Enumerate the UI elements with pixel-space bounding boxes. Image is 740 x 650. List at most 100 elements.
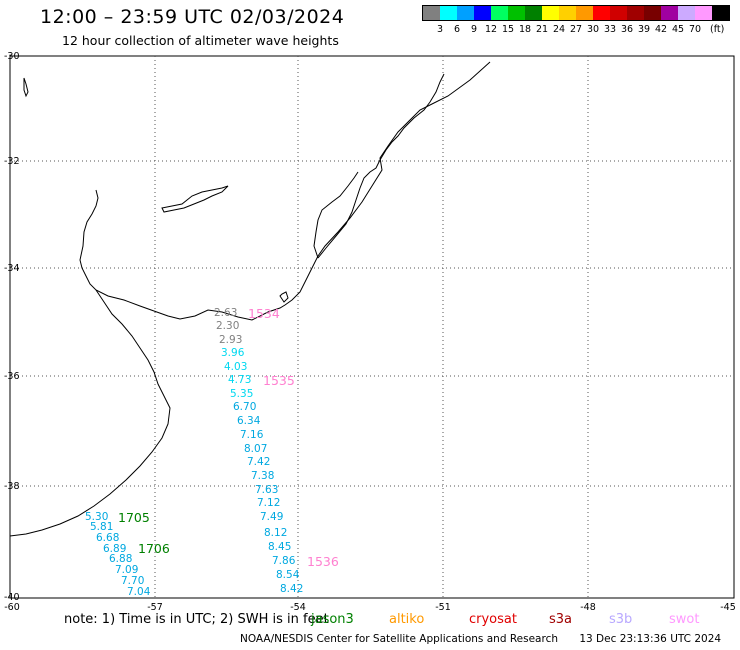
wave-height-label: 3.96 bbox=[221, 347, 245, 359]
wave-height-label: 7.86 bbox=[272, 555, 296, 567]
legend-swatch bbox=[695, 6, 712, 20]
legend-tick-label: 70 bbox=[688, 24, 702, 35]
wave-height-label: 6.34 bbox=[237, 415, 261, 427]
footer-timestamp: 13 Dec 23:13:36 UTC 2024 bbox=[579, 633, 722, 645]
legend-tick-label: 39 bbox=[637, 24, 651, 35]
legend-tick-label: 6 bbox=[453, 24, 461, 35]
lon-label-57: -57 bbox=[147, 602, 163, 613]
lat-label-30: -30 bbox=[4, 51, 20, 62]
wave-height-label: 4.03 bbox=[224, 361, 248, 373]
satellite-label-swot: swot bbox=[669, 612, 700, 627]
wave-height-label: 7.12 bbox=[257, 497, 281, 509]
wave-height-label: 2.63 bbox=[214, 307, 238, 319]
legend-swatch bbox=[508, 6, 525, 20]
wave-height-label: 7.42 bbox=[247, 456, 271, 468]
coast-parana-river bbox=[161, 185, 229, 213]
legend-tick-label: 9 bbox=[470, 24, 478, 35]
wave-height-label: 7.38 bbox=[251, 470, 275, 482]
legend-swatch bbox=[559, 6, 576, 20]
coastline bbox=[9, 61, 491, 537]
lon-label-54: -54 bbox=[290, 602, 306, 613]
legend-swatch bbox=[610, 6, 627, 20]
pass-time-label: 1706 bbox=[138, 541, 170, 556]
legend-tick-label: 33 bbox=[603, 24, 617, 35]
units-note: note: 1) Time is in UTC; 2) SWH is in fe… bbox=[64, 612, 329, 627]
coast-brazil-uruguay bbox=[79, 61, 491, 321]
satellite-label-s3a: s3a bbox=[549, 612, 573, 627]
pass-time-label: 1534 bbox=[248, 306, 280, 321]
lat-label-36: -36 bbox=[4, 371, 20, 382]
map-title: 12:00 – 23:59 UTC 02/03/2024 bbox=[40, 6, 345, 28]
wave-height-label: 7.63 bbox=[255, 484, 279, 496]
legend-tick-label: 3 bbox=[436, 24, 444, 35]
legend-tick-label: 21 bbox=[535, 24, 549, 35]
wave-height-label: 7.49 bbox=[260, 511, 284, 523]
legend-swatch bbox=[661, 6, 678, 20]
plot-frame bbox=[9, 55, 735, 599]
wave-height-label: 8.42 bbox=[280, 583, 304, 595]
wave-height-label: 8.45 bbox=[268, 541, 292, 553]
lon-label-48: -48 bbox=[580, 602, 596, 613]
legend-swatch bbox=[593, 6, 610, 20]
wave-height-label: 7.09 bbox=[115, 564, 139, 576]
wave-height-label: 2.93 bbox=[219, 334, 243, 346]
lat-label-40: -40 bbox=[4, 592, 20, 603]
legend-swatch bbox=[491, 6, 508, 20]
lon-label-45: -45 bbox=[720, 602, 736, 613]
wave-height-label: 6.88 bbox=[109, 553, 133, 565]
satellite-label-s3b: s3b bbox=[609, 612, 633, 627]
wave-height-label: 5.30 bbox=[85, 511, 109, 523]
legend-swatch bbox=[678, 6, 695, 20]
satellite-label-cryosat: cryosat bbox=[469, 612, 517, 627]
wave-height-label: 2.30 bbox=[216, 320, 240, 332]
legend-tick-label: 27 bbox=[569, 24, 583, 35]
wave-height-label: 8.54 bbox=[276, 569, 300, 581]
graticule bbox=[10, 56, 734, 598]
legend-tick-label: 36 bbox=[620, 24, 634, 35]
pass-time-label: 1705 bbox=[118, 510, 150, 525]
lon-label-51: -51 bbox=[435, 602, 451, 613]
legend-swatch bbox=[457, 6, 474, 20]
lat-label-38: -38 bbox=[4, 481, 20, 492]
footer: NOAA/NESDIS Center for Satellite Applica… bbox=[240, 633, 721, 645]
color-legend: 3 6 9 12 15 18 21 24 27 30 33 36 39 42 45 70 (ft) bbox=[422, 5, 730, 37]
legend-swatch bbox=[474, 6, 491, 20]
legend-swatch bbox=[644, 6, 661, 20]
wave-height-label: 4.73 bbox=[228, 374, 252, 386]
legend-tick-label: 30 bbox=[586, 24, 600, 35]
footer-credit: NOAA/NESDIS Center for Satellite Applica… bbox=[240, 633, 558, 645]
lat-label-32: -32 bbox=[4, 156, 20, 167]
legend-swatch bbox=[423, 6, 440, 20]
island-small bbox=[23, 77, 29, 98]
lon-label-60: -60 bbox=[4, 602, 20, 613]
wave-height-label: 8.12 bbox=[264, 527, 288, 539]
legend-tick-label: 15 bbox=[501, 24, 515, 35]
map-subtitle: 12 hour collection of altimeter wave hei… bbox=[62, 33, 339, 48]
wave-height-label: 5.35 bbox=[230, 388, 254, 400]
legend-tick-label: 24 bbox=[552, 24, 566, 35]
wave-height-label: 5.81 bbox=[90, 521, 114, 533]
legend-swatch bbox=[440, 6, 457, 20]
legend-color-bar bbox=[422, 5, 730, 21]
legend-tick-label: 18 bbox=[518, 24, 532, 35]
wave-height-label: 7.04 bbox=[127, 586, 151, 598]
wave-height-label: 7.16 bbox=[240, 429, 264, 441]
pass-time-label: 1535 bbox=[263, 373, 295, 388]
satellite-label-altiko: altiko bbox=[389, 612, 425, 627]
coast-rio-de-la-plata bbox=[9, 289, 171, 537]
legend-swatch bbox=[576, 6, 593, 20]
legend-swatch bbox=[627, 6, 644, 20]
wave-height-label: 6.68 bbox=[96, 532, 120, 544]
satellite-label-jason3: jason3 bbox=[311, 612, 354, 627]
legend-swatch bbox=[712, 6, 729, 20]
legend-unit: (ft) bbox=[710, 24, 725, 35]
wave-height-label: 8.07 bbox=[244, 443, 268, 455]
wave-height-label: 7.70 bbox=[121, 575, 145, 587]
legend-swatch bbox=[542, 6, 559, 20]
wave-height-label: 6.70 bbox=[233, 401, 257, 413]
legend-tick-label: 45 bbox=[671, 24, 685, 35]
coast-lagoon-patos bbox=[313, 73, 445, 259]
legend-swatch bbox=[525, 6, 542, 20]
lat-label-34: -34 bbox=[4, 263, 20, 274]
